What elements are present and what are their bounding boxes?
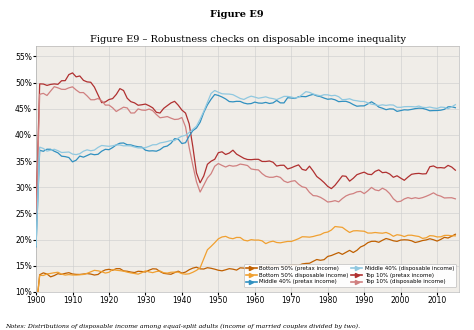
Text: Notes: Distributions of disposable income among equal-split adults (income of ma: Notes: Distributions of disposable incom… xyxy=(5,324,360,329)
Text: Figure E9: Figure E9 xyxy=(210,10,264,19)
Title: Figure E9 – Robustness checks on disposable income inequality: Figure E9 – Robustness checks on disposa… xyxy=(90,35,406,44)
Legend: Bottom 50% (pretax income), Bottom 50% disposable income), Middle 40% (pretax in: Bottom 50% (pretax income), Bottom 50% d… xyxy=(244,264,456,287)
